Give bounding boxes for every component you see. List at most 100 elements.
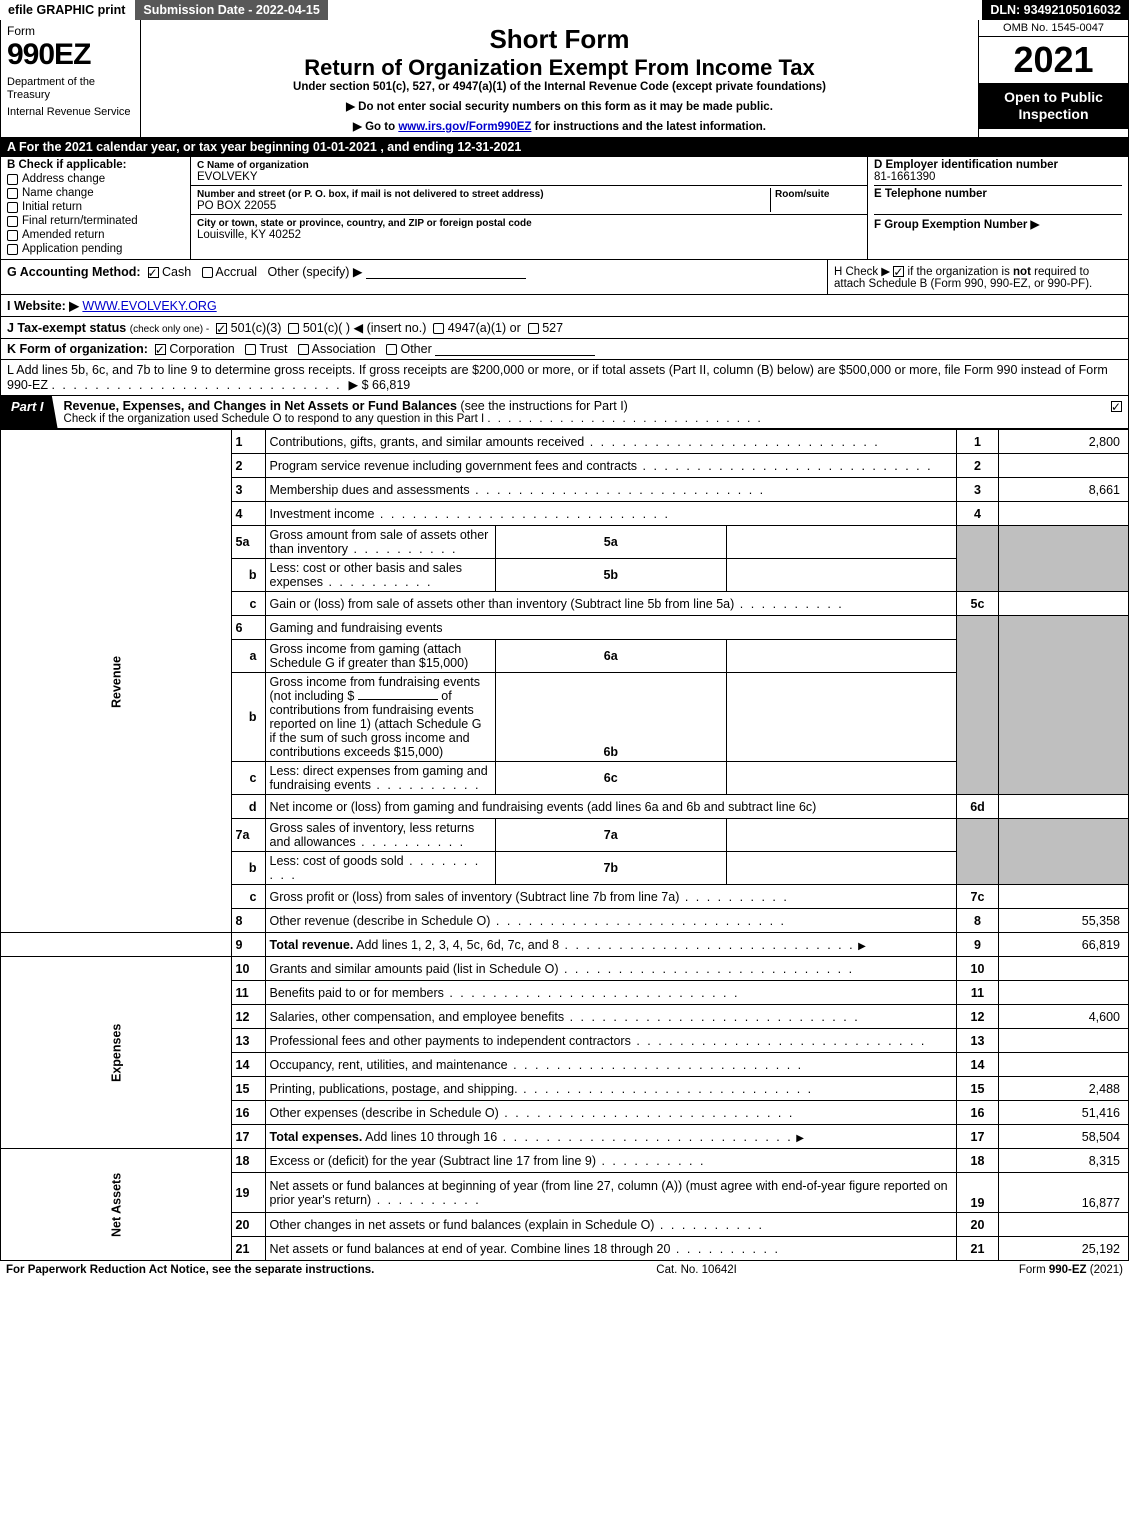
j-opt2: 501(c)( ) ◀ (insert no.) [303, 321, 427, 335]
l6b-subval [726, 673, 957, 762]
chk-application-pending-label: Application pending [22, 243, 122, 255]
l18-num: 18 [231, 1149, 265, 1173]
chk-application-pending[interactable]: Application pending [7, 243, 184, 255]
chk-address-change[interactable]: Address change [7, 173, 184, 185]
l5ab-grayamt [999, 526, 1129, 592]
dln: DLN: 93492105016032 [982, 0, 1129, 20]
l16-num: 16 [231, 1101, 265, 1125]
chk-final-return[interactable]: Final return/terminated [7, 215, 184, 227]
l11-desc: Benefits paid to or for members [270, 986, 444, 1000]
l20-desc: Other changes in net assets or fund bala… [270, 1218, 655, 1232]
l7ab-graycol [957, 819, 999, 885]
l17-amount: 58,504 [999, 1125, 1129, 1149]
line-9: 9 Total revenue. Total revenue. Add line… [1, 933, 1129, 957]
chk-initial-return[interactable]: Initial return [7, 201, 184, 213]
l6a-sub: 6a [496, 640, 727, 673]
goto-prefix: ▶ Go to [353, 121, 398, 133]
l6-num: 6 [231, 616, 265, 640]
chk-name-change[interactable]: Name change [7, 187, 184, 199]
chk-trust[interactable] [245, 344, 256, 355]
k-assoc: Association [312, 342, 376, 356]
l8-desc: Other revenue (describe in Schedule O) [270, 914, 491, 928]
l17-bold: Total expenses. [270, 1130, 363, 1144]
chk-501c3[interactable] [216, 323, 227, 334]
chk-other-org[interactable] [386, 344, 397, 355]
side-expenses: Expenses [1, 957, 232, 1149]
l7b-num: b [231, 852, 265, 885]
l8-col: 8 [957, 909, 999, 933]
l7a-subval [726, 819, 957, 852]
k-other: Other [400, 342, 431, 356]
section-b: B Check if applicable: Address change Na… [1, 157, 191, 259]
header-center: Short Form Return of Organization Exempt… [141, 20, 978, 137]
form-word: Form [7, 24, 134, 38]
l14-col: 14 [957, 1053, 999, 1077]
l5ab-graycol [957, 526, 999, 592]
l5b-sub: 5b [496, 559, 727, 592]
l1-desc: Contributions, gifts, grants, and simila… [270, 435, 585, 449]
website-link[interactable]: WWW.EVOLVEKY.ORG [82, 299, 216, 313]
l12-desc: Salaries, other compensation, and employ… [270, 1010, 565, 1024]
ssn-warning: ▶ Do not enter social security numbers o… [147, 99, 972, 113]
l11-num: 11 [231, 981, 265, 1005]
dept-irs: Internal Revenue Service [7, 106, 134, 119]
l5c-amount [999, 592, 1129, 616]
chk-final-return-label: Final return/terminated [22, 215, 138, 227]
l20-amount [999, 1213, 1129, 1237]
tax-year: 2021 [979, 37, 1128, 83]
part1-subline: Check if the organization used Schedule … [64, 413, 485, 425]
section-j: J Tax-exempt status (check only one) - 5… [0, 317, 1129, 339]
l13-col: 13 [957, 1029, 999, 1053]
part1-title: Revenue, Expenses, and Changes in Net As… [58, 396, 1105, 428]
l7b-subval [726, 852, 957, 885]
l2-col: 2 [957, 454, 999, 478]
chk-accrual[interactable] [202, 267, 213, 278]
l16-col: 16 [957, 1101, 999, 1125]
l6d-num: d [231, 795, 265, 819]
g-cash: Cash [162, 265, 191, 279]
f-label: F Group Exemption Number ▶ [874, 219, 1039, 231]
l2-num: 2 [231, 454, 265, 478]
header-right: OMB No. 1545-0047 2021 Open to Public In… [978, 20, 1128, 137]
chk-501c[interactable] [288, 323, 299, 334]
l18-amount: 8,315 [999, 1149, 1129, 1173]
page-footer: For Paperwork Reduction Act Notice, see … [0, 1261, 1129, 1279]
section-l: L Add lines 5b, 6c, and 7b to line 9 to … [0, 360, 1129, 396]
j-opt1: 501(c)(3) [231, 321, 282, 335]
goto-link[interactable]: www.irs.gov/Form990EZ [398, 121, 531, 133]
part1-scho-check[interactable] [1105, 396, 1128, 428]
chk-527[interactable] [528, 323, 539, 334]
paperwork-notice: For Paperwork Reduction Act Notice, see … [6, 1264, 374, 1276]
section-i: I Website: ▶ WWW.EVOLVEKY.ORG [0, 295, 1129, 317]
goto-line: ▶ Go to www.irs.gov/Form990EZ for instru… [147, 119, 972, 133]
l18-desc: Excess or (deficit) for the year (Subtra… [270, 1154, 597, 1168]
l6a-desc: Gross income from gaming (attach Schedul… [270, 642, 469, 670]
chk-cash[interactable] [148, 267, 159, 278]
l10-amount [999, 957, 1129, 981]
l9-col: 9 [957, 933, 999, 957]
section-k: K Form of organization: Corporation Trus… [0, 339, 1129, 360]
l4-desc: Investment income [270, 507, 375, 521]
l6b-blank [358, 699, 438, 700]
section-g: G Accounting Method: Cash Accrual Other … [1, 260, 828, 294]
l5a-num: 5a [231, 526, 265, 559]
l10-num: 10 [231, 957, 265, 981]
section-b-heading: B Check if applicable: [7, 159, 184, 171]
chk-amended-return-label: Amended return [22, 229, 104, 241]
l13-amount [999, 1029, 1129, 1053]
chk-4947[interactable] [433, 323, 444, 334]
l18-col: 18 [957, 1149, 999, 1173]
org-name: EVOLVEKY [197, 171, 258, 183]
l1-amount: 2,800 [999, 430, 1129, 454]
dept-treasury: Department of the Treasury [7, 76, 134, 102]
l13-num: 13 [231, 1029, 265, 1053]
chk-corp[interactable] [155, 344, 166, 355]
l6a-num: a [231, 640, 265, 673]
c-room-label: Room/suite [775, 189, 829, 200]
l19-col: 19 [957, 1173, 999, 1213]
chk-assoc[interactable] [298, 344, 309, 355]
l16-amount: 51,416 [999, 1101, 1129, 1125]
chk-schedule-b[interactable] [893, 266, 904, 277]
chk-amended-return[interactable]: Amended return [7, 229, 184, 241]
l12-num: 12 [231, 1005, 265, 1029]
